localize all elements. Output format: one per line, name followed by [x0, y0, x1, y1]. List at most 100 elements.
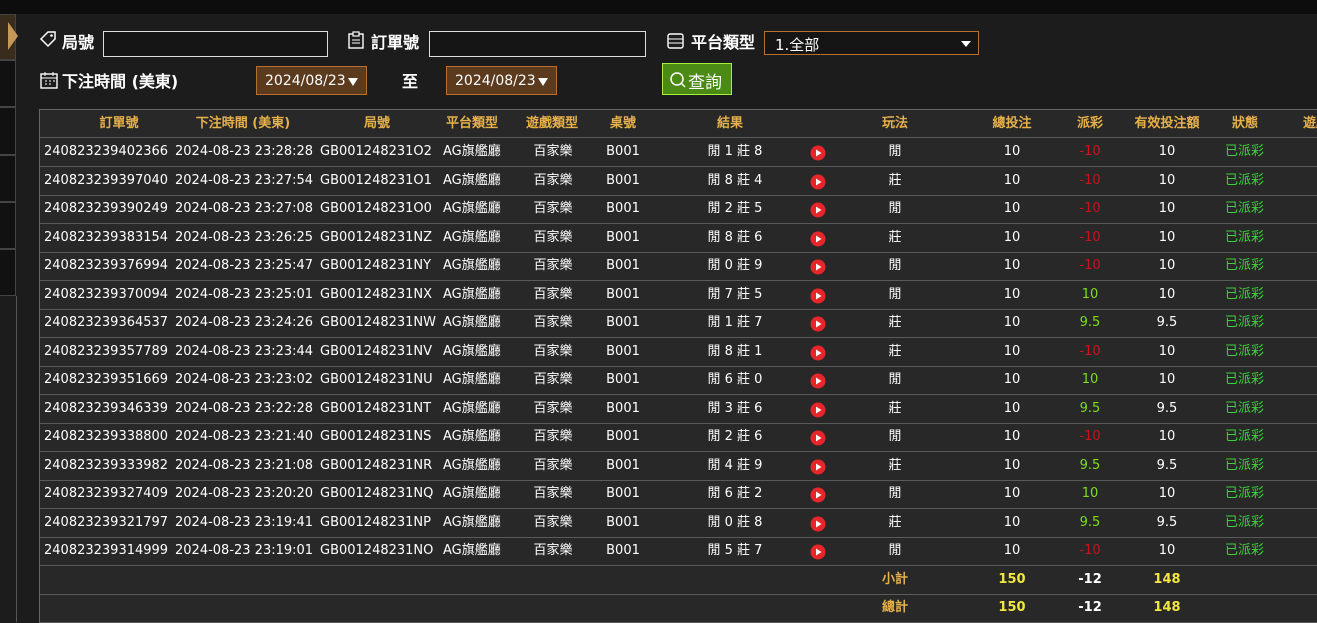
play-video-icon[interactable]: [810, 174, 826, 190]
play-video-icon[interactable]: [810, 402, 826, 418]
cell-game: 百家樂: [533, 457, 573, 473]
cell-play: 莊: [888, 315, 902, 330]
cell-round: GB001248231O1: [320, 172, 432, 188]
cell-status: 已派彩: [1225, 229, 1265, 245]
date-from[interactable]: 2024/08/23: [256, 66, 367, 95]
play-video-icon[interactable]: [810, 459, 826, 475]
round-input[interactable]: [103, 31, 328, 57]
cell-game: 百家樂: [533, 343, 573, 359]
search-button[interactable]: 查詢: [662, 63, 732, 95]
tag-icon: [39, 31, 56, 48]
cell-bet: 10: [1003, 286, 1021, 302]
cell-valid: 9.5: [1156, 315, 1178, 330]
cell-play: 閒: [888, 201, 902, 216]
date-to[interactable]: 2024/08/23: [446, 66, 557, 95]
cell-status: 已派彩: [1225, 201, 1265, 216]
cell-time: 2024-08-23 23:25:47: [175, 258, 314, 273]
play-video-icon[interactable]: [810, 231, 826, 247]
header-cell: 玩法: [881, 116, 908, 131]
cell-payout: 9.5: [1079, 400, 1101, 416]
cell-result: 閒 1 莊 7: [707, 315, 763, 330]
cell-bet: 10: [1003, 258, 1021, 273]
cell-table: B001: [606, 229, 640, 245]
cell-bet: 10: [1003, 315, 1021, 330]
cell-payout: -10: [1079, 543, 1101, 558]
cell-result: 閒 2 莊 5: [707, 201, 763, 216]
cell-platform: AG旗艦廳: [443, 172, 501, 188]
cell-table: B001: [606, 286, 640, 302]
play-video-icon[interactable]: [810, 316, 826, 332]
date-from-text: 2024/08/23: [265, 73, 346, 89]
to-label: 至: [402, 72, 419, 91]
cell-result: 閒 0 莊 8: [707, 514, 763, 530]
cell-valid: 10: [1158, 201, 1176, 216]
play-video-icon[interactable]: [810, 345, 826, 361]
header-cell: 結果: [716, 116, 743, 131]
cell-order: 240823239321797: [44, 514, 169, 530]
cell-order: 240823239357789: [44, 343, 169, 359]
cell-round: GB001248231NY: [320, 258, 432, 273]
sidebar-item[interactable]: [0, 107, 16, 155]
cell-table: B001: [606, 315, 640, 330]
cell-result: 閒 6 莊 2: [707, 486, 763, 501]
cell-round: GB001248231O0: [320, 201, 432, 216]
cell-result: 閒 1 莊 8: [707, 144, 763, 159]
cell-bet: 10: [1003, 514, 1021, 530]
cell-time: 2024-08-23 23:19:01: [175, 543, 314, 558]
row-divider: [40, 365, 1317, 367]
cell-platform: AG旗艦廳: [443, 543, 501, 558]
cell-status: 已派彩: [1225, 400, 1265, 416]
cell-order: 240823239383154: [44, 229, 169, 245]
cell-status: 已派彩: [1225, 343, 1265, 359]
cell-play: 閒: [888, 429, 902, 444]
row-divider: [40, 166, 1317, 167]
cell-game: 百家樂: [533, 144, 573, 159]
platform-select[interactable]: 1.全部: [764, 31, 979, 55]
play-video-icon[interactable]: [810, 202, 826, 218]
header-cell: 下注時間 (美東): [195, 116, 291, 131]
row-divider: [40, 479, 1317, 481]
cell-valid: 10: [1158, 486, 1176, 501]
sidebar-item[interactable]: [0, 249, 16, 296]
cell-time: 2024-08-23 23:24:26: [175, 315, 314, 330]
cell-bet: 10: [1003, 201, 1021, 216]
sidebar-item[interactable]: [0, 202, 16, 249]
cell-round: GB001248231NT: [320, 400, 432, 416]
cell-status: 已派彩: [1225, 372, 1265, 387]
cell-game: 百家樂: [533, 229, 573, 245]
cell-result: 閒 6 莊 0: [707, 372, 763, 387]
cell-valid: 10: [1158, 343, 1176, 359]
play-video-icon[interactable]: [810, 288, 826, 304]
cell-time: 2024-08-23 23:25:01: [175, 286, 314, 302]
cell-time: 2024-08-23 23:28:28: [175, 144, 314, 159]
top-bar: [0, 0, 1317, 14]
calendar-icon: [40, 72, 58, 89]
header-cell: 平台類型: [445, 116, 498, 131]
cell-time: 2024-08-23 23:21:40: [175, 429, 314, 444]
play-video-icon[interactable]: [810, 544, 826, 560]
cell-round: GB001248231NX: [320, 286, 433, 302]
play-video-icon[interactable]: [810, 145, 826, 161]
cell-valid: 10: [1158, 429, 1176, 444]
cell-round: GB001248231NU: [320, 372, 433, 387]
cell-order: 240823239370094: [44, 286, 169, 302]
cell-play: 閒: [888, 486, 902, 501]
row-divider: [40, 394, 1317, 395]
play-video-icon[interactable]: [810, 373, 826, 389]
date-to-text: 2024/08/23: [455, 73, 536, 89]
header-cell: 派彩: [1076, 116, 1103, 131]
search-text: 查詢: [688, 73, 722, 93]
sidebar-item[interactable]: [0, 60, 16, 107]
cell-payout: 10: [1081, 286, 1099, 302]
play-video-icon[interactable]: [810, 487, 826, 503]
cell-game: 百家樂: [533, 286, 573, 302]
play-video-icon[interactable]: [810, 430, 826, 446]
play-video-icon[interactable]: [810, 259, 826, 275]
sidebar-item[interactable]: [0, 155, 16, 202]
cell-payout: -10: [1079, 429, 1101, 444]
cell-round: GB001248231NO: [320, 543, 434, 558]
cell-table: B001: [606, 258, 640, 273]
order-input[interactable]: [429, 31, 646, 57]
cell-bet: 10: [1003, 486, 1021, 501]
play-video-icon[interactable]: [810, 516, 826, 532]
